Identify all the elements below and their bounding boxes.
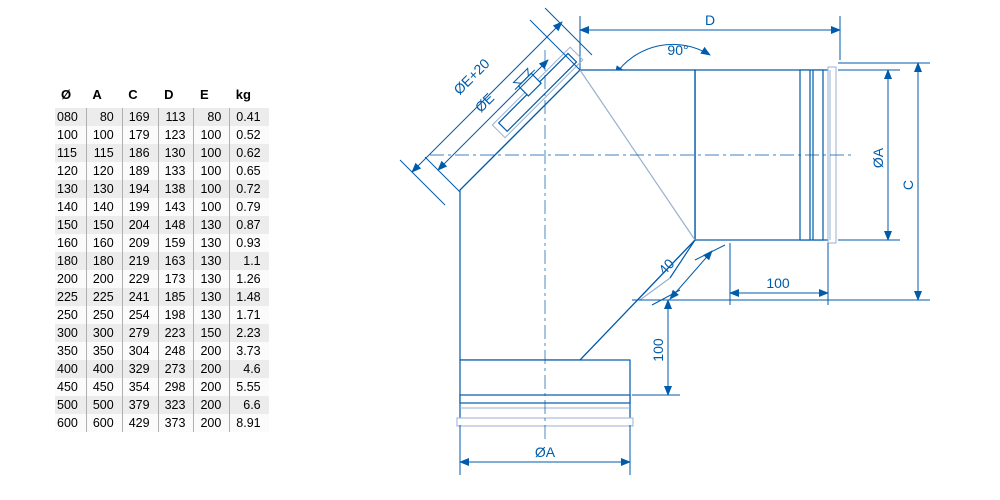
dimensions-table-wrapper: ØACDEkg 08080169113800.41100100179123100… [0,0,370,500]
dim-100h-label: 100 [766,275,790,291]
table-row: 4004003292732004.6 [55,360,269,378]
dim-phiE-label: ØE [472,90,498,116]
technical-drawing: D 90° 40 [370,0,1000,500]
table-row: 2002002291731301.26 [55,270,269,288]
col-header: kg [230,85,269,108]
table-row: 1201201891331000.65 [55,162,269,180]
col-header: A [86,85,122,108]
col-header: Ø [55,85,86,108]
dim-phiA-bottom-label: ØA [535,444,556,460]
col-header: D [158,85,194,108]
dim-90deg-label: 90° [667,42,688,58]
table-row: 1001001791231000.52 [55,126,269,144]
table-row: 2502502541981301.71 [55,306,269,324]
dim-phiA-right-label: ØA [870,147,886,168]
table-row: 2252252411851301.48 [55,288,269,306]
dimensions-table: ØACDEkg 08080169113800.41100100179123100… [55,85,269,432]
dim-D-label: D [705,12,715,28]
table-row: 1151151861301000.62 [55,144,269,162]
table-row: 1401401991431000.79 [55,198,269,216]
table-row: 1601602091591300.93 [55,234,269,252]
table-row: 5005003793232006.6 [55,396,269,414]
col-header: C [122,85,158,108]
table-row: 4504503542982005.55 [55,378,269,396]
table-row: 3003002792231502.23 [55,324,269,342]
table-row: 6006004293732008.91 [55,414,269,432]
col-header: E [194,85,230,108]
dim-100v-label: 100 [650,338,666,362]
table-row: 1501502041481300.87 [55,216,269,234]
table-row: 1301301941381000.72 [55,180,269,198]
table-row: 1801802191631301.1 [55,252,269,270]
dim-C-label: C [900,180,916,190]
table-row: 3503503042482003.73 [55,342,269,360]
table-row: 08080169113800.41 [55,108,269,126]
